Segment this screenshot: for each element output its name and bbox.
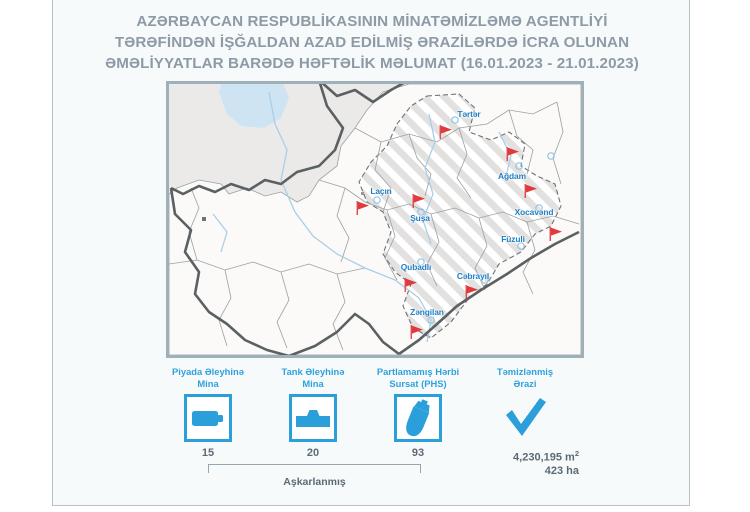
detected-items-label: Aşkarlanmış [283,476,346,488]
legend-label-line-1: Tank Əleyhinə [281,366,345,377]
checkmark-icon [506,398,546,436]
city-label-ua: Şuşa [410,213,430,223]
city-label-adam: Ağdam [498,171,526,181]
legend-label: Tank Əleyhinə Mina [253,366,373,392]
flag-marker-ua [411,193,427,209]
flag-marker-lan [355,200,371,216]
flag-marker-trtr [438,124,454,140]
legend-icon-box [501,394,549,442]
city-label-lan: Laçın [370,186,392,196]
legend-item-cleared-area: Təmizlənmiş Ərazi 4,230,195 m2 423 ha [465,366,585,478]
legend-label-line-2: Mina [197,377,219,389]
map-graphic [169,84,581,355]
city-label-xocavnd: Xocavənd [514,207,554,217]
title-line-3: ƏMƏLİYYATLAR BARƏDƏ HƏFTƏLİK MƏLUMAT (16… [105,55,639,72]
cleared-area-unit-exponent: 2 [574,449,579,458]
legend-icon-box [394,394,442,442]
legend-label-line-2: Sursat (PHS) [389,377,447,389]
legend-item-unexploded-ordnance: Partlamamış Hərbi Sursat (PHS) 93 [358,366,478,460]
flag-marker-qubadl [403,277,419,293]
map-frame: Tərtər Ağdam Laçın Xocavənd Şuşa Füzuli Qubadl… [166,81,584,358]
flag-marker-cbrayl [464,284,480,300]
detected-items-bracket [208,464,421,473]
title-line-1: AZƏRBAYCAN RESPUBLİKASININ MİNATƏMİZLƏMƏ… [136,13,608,30]
anti-tank-mine-icon [296,410,330,427]
legend: Piyada Əleyhinə Mina 15 Tank Əleyhinə Mi… [53,366,691,506]
legend-label: Piyada Əleyhinə Mina [148,366,268,392]
legend-label: Təmizlənmiş Ərazi [465,366,585,392]
flag-marker-adam [505,146,521,162]
city-label-fzuli: Füzuli [501,234,525,244]
city-label-qubadl: Qubadlı [400,262,432,272]
unexploded-ordnance-icon [406,399,430,437]
city-label-zngilan: Zəngilan [410,307,444,317]
anti-personnel-mine-icon [192,411,223,426]
legend-item-anti-tank-mine: Tank Əleyhinə Mina 20 [253,366,373,460]
city-label-trtr: Tərtər [457,109,481,119]
lake-sevan [219,84,289,128]
flag-marker-xocavnd [523,183,539,199]
city-label-cbrayl: Cəbrayıl [456,271,490,281]
legend-value: 20 [306,447,320,459]
cleared-area-sqm: 4,230,195 m [513,451,575,464]
legend-item-anti-personnel-mine: Piyada Əleyhinə Mina 15 [148,366,268,460]
legend-value: 15 [201,447,215,459]
legend-label-line-1: Təmizlənmiş [496,366,554,377]
legend-label: Partlamamış Hərbi Sursat (PHS) [358,366,478,392]
legend-icon-box [289,394,337,442]
title-line-2: TƏRƏFİNDƏN İŞĞALDAN AZAD EDİLMİŞ ƏRAZİLƏ… [114,34,630,51]
legend-label-line-2: Ərazi [513,377,537,389]
infographic-panel: AZƏRBAYCAN RESPUBLİKASININ MİNATƏMİZLƏMƏ… [52,0,690,506]
legend-label-line-1: Piyada Əleyhinə [172,366,244,377]
legend-label-line-1: Partlamamış Hərbi [376,366,460,377]
page-title: AZƏRBAYCAN RESPUBLİKASININ MİNATƏMİZLƏMƏ… [53,11,691,74]
flag-marker-fzuli [548,226,564,242]
flag-marker-zngilan [409,324,425,340]
legend-icon-box [184,394,232,442]
legend-value: 93 [411,447,425,459]
legend-label-line-2: Mina [302,377,324,389]
cleared-area-ha: 423 ha [544,464,579,477]
legend-value-area: 4,230,195 m2 423 ha [465,447,585,478]
